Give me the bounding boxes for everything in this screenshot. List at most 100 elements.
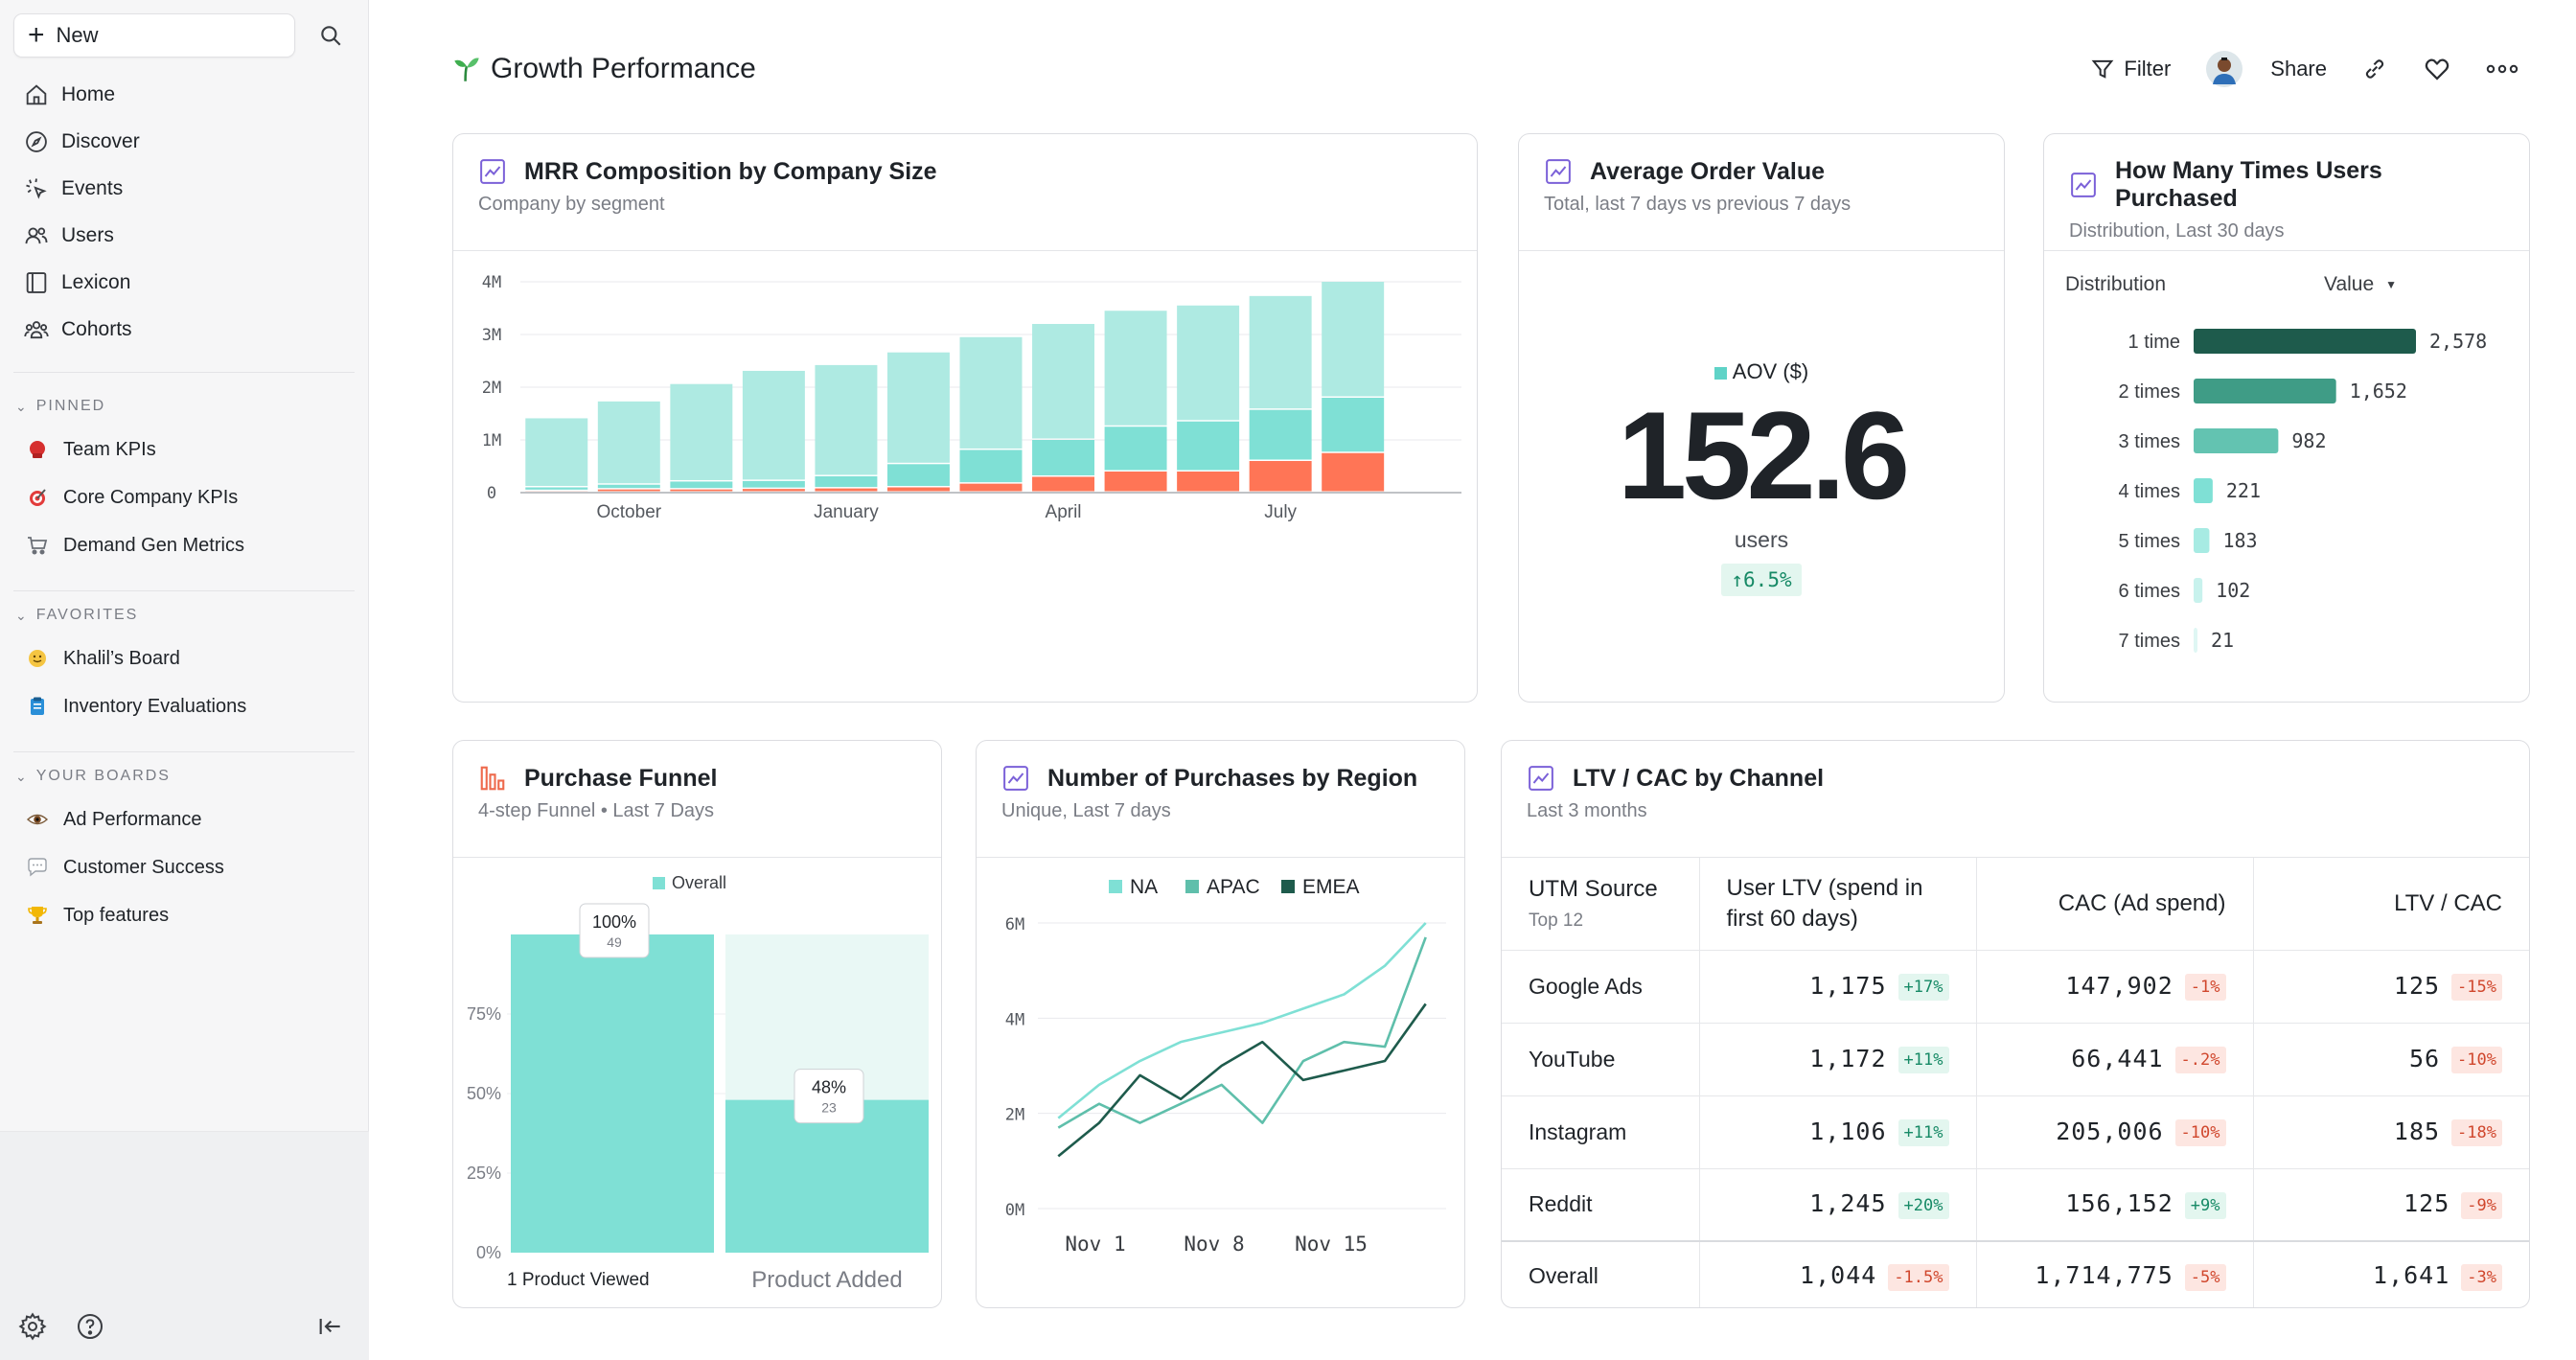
pinned-header[interactable]: ⌄ PINNED [15,398,106,414]
funnel-bar-step1 [511,934,714,1253]
mrr-bar-medium [1032,440,1095,475]
pinned-item-core-kpis[interactable]: Core Company KPIs [13,473,355,521]
mrr-bar-large [670,383,733,480]
favorite-item-inventory[interactable]: Inventory Evaluations [13,682,355,730]
help-icon[interactable] [75,1311,105,1342]
distribution-row-label: 5 times [2119,531,2180,552]
distribution-bar [2194,478,2213,503]
mrr-bar-medium [959,449,1023,483]
table-row[interactable]: Google Ads 1,175 +17% 147,902 -1% 125 -15% [1502,950,2529,1024]
board-item-customer-success[interactable]: Customer Success [13,843,355,891]
favorites-section: ⌄ FAVORITES Khalil’s Board Inventory Eval… [13,596,355,730]
chevron-down-icon: ⌄ [15,398,29,414]
mrr-bar-small [1104,472,1167,492]
nav-discover[interactable]: Discover [13,118,355,165]
filter-button[interactable]: Filter [2089,56,2171,82]
sidebar-footer [0,1131,369,1360]
boards-header[interactable]: ⌄ YOUR BOARDS [15,768,171,784]
mrr-title: MRR Composition by Company Size [524,157,937,185]
funnel-title: Purchase Funnel [524,764,718,792]
cac-column-header[interactable]: CAC (Ad spend) [1976,858,2254,951]
utm-source-sub: Top 12 [1529,910,1584,931]
favorite-button[interactable] [2423,55,2451,83]
mrr-bar-small [1177,472,1240,492]
distribution-row-label: 3 times [2119,431,2180,452]
distribution-row-label: 2 times [2119,381,2180,403]
favorite-item-khalils-board[interactable]: Khalil’s Board [13,634,355,682]
ltv-cell: 1,175 +17% [1699,950,1977,1024]
nav-events[interactable]: Events [13,165,355,212]
cac-value: 1,714,775 [2035,1260,2174,1289]
mrr-y-tick: 0 [487,484,496,503]
mrr-bar-small [1032,476,1095,492]
funnel-y-tick: 25% [467,1164,501,1183]
pinned-item-demand-gen[interactable]: Demand Gen Metrics [13,521,355,569]
line-chart-icon [2071,173,2096,197]
utm-source-header[interactable]: UTM Source Top 12 [1502,858,1700,951]
cac-change-badge: -10% [2174,1119,2226,1147]
ltv-column-header[interactable]: User LTV (spend in first 60 days) [1699,858,1977,951]
search-button[interactable] [309,13,353,58]
ltv-change-badge: +17% [1898,974,1949,1002]
mrr-bar-large [742,370,805,480]
sprout-icon [454,58,479,81]
ratio-change-badge: -9% [2461,1192,2502,1220]
board-item-ad-performance[interactable]: Ad Performance [13,795,355,843]
caret-down-icon: ▼ [2385,278,2398,291]
nav-cohorts[interactable]: Cohorts [13,306,355,353]
table-row[interactable]: Instagram 1,106 +11% 205,006 -10% 185 -18% [1502,1095,2529,1169]
funnel-card[interactable]: Purchase Funnel 4-step Funnel • Last 7 D… [452,740,942,1308]
cac-pair: 66,441 -.2% [2071,1045,2226,1074]
ltv-change-badge: +11% [1898,1047,1949,1074]
gear-icon[interactable] [17,1311,48,1342]
link-button[interactable] [2361,56,2388,82]
cac-cell: 66,441 -.2% [1976,1023,2254,1096]
mrr-card[interactable]: MRR Composition by Company Size Company … [452,133,1478,703]
ratio-value: 185 [2393,1117,2441,1145]
nav-home[interactable]: Home [13,71,355,118]
nav-users[interactable]: Users [13,212,355,259]
ltv-overall-row[interactable]: Overall 1,044 -1.5% 1,714,775 -5% 1,641 -3% [1502,1240,2529,1307]
ltv-pair: 1,245 +20% [1809,1189,1949,1220]
value-column-label: Value [2324,273,2375,295]
distribution-row-value: 183 [2222,529,2257,552]
value-sort-dropdown[interactable]: Value ▼ [2324,273,2397,296]
eye-icon [25,807,50,832]
region-title: Number of Purchases by Region [1047,764,1418,792]
region-y-tick: 0M [1005,1201,1024,1220]
mrr-bar-medium [742,480,805,488]
ltv-card[interactable]: LTV / CAC by Channel Last 3 months UTM S… [1501,740,2530,1308]
distribution-row-label: 6 times [2119,581,2180,602]
ratio-column-header[interactable]: LTV / CAC [2253,858,2529,951]
aov-card[interactable]: Average Order Value Total, last 7 days v… [1518,133,2005,703]
share-button[interactable]: Share [2270,57,2327,81]
region-x-tick: Nov 1 [1065,1233,1125,1256]
purchase-times-header: How Many Times Users Purchased Distribut… [2044,134,2529,251]
favorites-header[interactable]: ⌄ FAVORITES [15,607,139,623]
sidebar-footer-actions [17,1311,105,1342]
ratio-value: 125 [2404,1189,2450,1218]
mrr-bar-large [525,418,588,486]
nav-lexicon[interactable]: Lexicon [13,259,355,306]
aov-change-badge: ↑6.5% [1721,564,1802,596]
avatar[interactable] [2205,50,2243,88]
more-button[interactable] [2486,59,2518,79]
line-chart-icon [1003,766,1028,791]
region-card[interactable]: Number of Purchases by Region Unique, La… [976,740,1465,1308]
new-button[interactable]: + New [13,13,295,58]
distribution-chart: 1 time 2,578 2 times 1,652 3 times 982 4 times… [2119,329,2487,653]
distribution-bar [2194,628,2197,653]
utm-source-cell: Overall [1502,1240,1700,1307]
mrr-x-tick: July [1264,502,1297,522]
ltv-pair: 1,172 +11% [1809,1045,1949,1074]
board-item-top-features[interactable]: Top features [13,891,355,939]
purchase-times-card[interactable]: How Many Times Users Purchased Distribut… [2043,133,2530,703]
ltv-title: LTV / CAC by Channel [1573,764,1825,792]
table-row[interactable]: YouTube 1,172 +11% 66,441 -.2% 56 -10% [1502,1023,2529,1096]
ratio-cell: 56 -10% [2253,1023,2529,1096]
region-x-tick: Nov 15 [1295,1233,1368,1256]
collapse-sidebar-icon[interactable] [314,1311,345,1342]
pinned-item-team-kpis[interactable]: Team KPIs [13,426,355,473]
distribution-row-value: 1,652 [2350,380,2407,403]
table-row[interactable]: Reddit 1,245 +20% 156,152 +9% 125 -9% [1502,1168,2529,1242]
